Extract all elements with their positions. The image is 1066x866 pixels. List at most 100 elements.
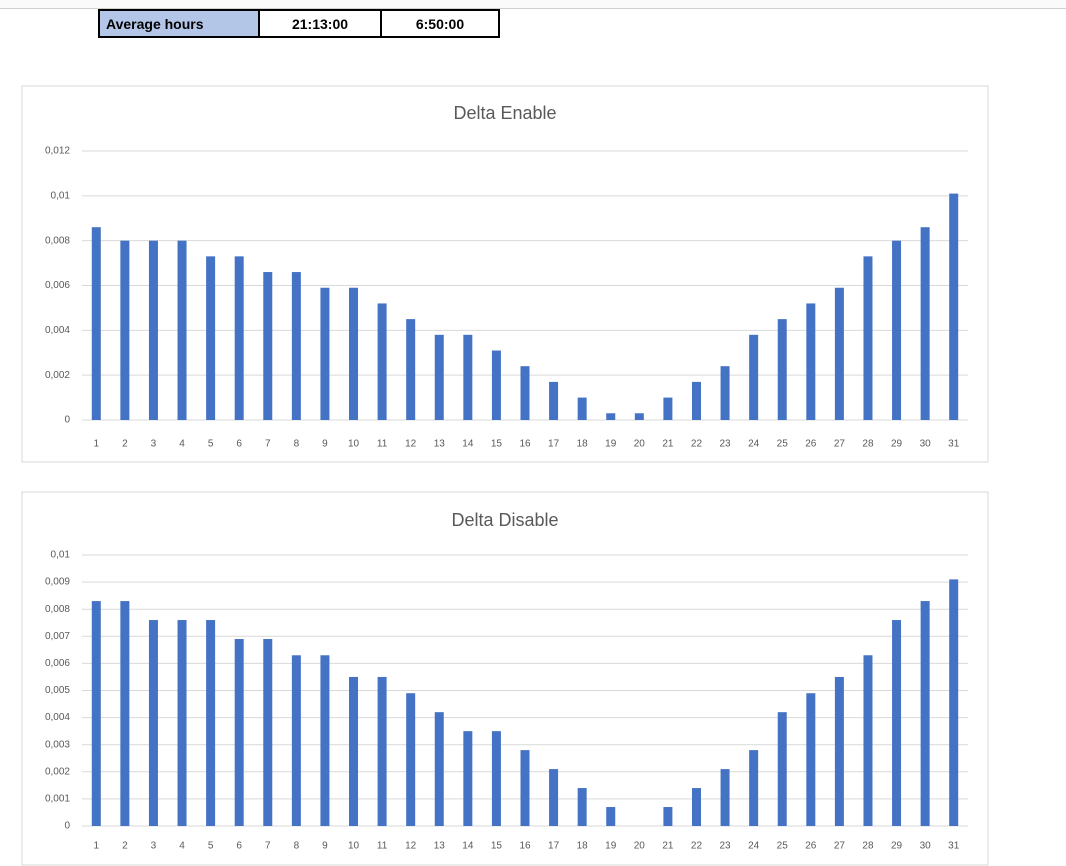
x-tick-label: 28 [862, 841, 874, 852]
bar [291, 272, 301, 420]
x-tick-label: 3 [151, 439, 157, 450]
x-tick-label: 6 [236, 841, 242, 852]
x-tick-label: 5 [208, 439, 214, 450]
x-tick-label: 30 [920, 841, 932, 852]
bar [920, 601, 930, 826]
bar [234, 639, 244, 826]
x-tick-label: 11 [377, 439, 388, 450]
bar [749, 334, 759, 420]
y-tick-label: 0 [64, 821, 70, 832]
bar [892, 620, 902, 826]
y-tick-label: 0,006 [45, 658, 70, 669]
bar [606, 807, 616, 826]
x-tick-label: 15 [491, 439, 503, 450]
x-tick-label: 9 [322, 439, 328, 450]
y-tick-label: 0,008 [45, 604, 70, 615]
bar [663, 807, 673, 826]
x-tick-label: 20 [634, 841, 646, 852]
x-tick-label: 27 [834, 841, 846, 852]
bar [320, 287, 330, 420]
x-tick-label: 31 [948, 841, 960, 852]
x-tick-label: 11 [377, 841, 388, 852]
bar [434, 334, 444, 420]
summary-table: Average hours 21:13:00 6:50:00 [98, 9, 500, 38]
x-tick-label: 16 [519, 841, 531, 852]
x-tick-label: 8 [294, 439, 300, 450]
bar [263, 639, 273, 826]
bar [91, 601, 101, 826]
bar [120, 240, 130, 420]
x-tick-label: 13 [434, 439, 446, 450]
x-tick-label: 13 [434, 841, 446, 852]
x-tick-label: 2 [122, 439, 128, 450]
x-tick-label: 27 [834, 439, 846, 450]
bar [263, 272, 273, 420]
x-tick-label: 19 [605, 439, 617, 450]
bar [577, 397, 587, 420]
y-tick-label: 0,004 [45, 712, 70, 723]
x-tick-label: 22 [691, 439, 703, 450]
bar [520, 750, 530, 826]
bar [206, 256, 216, 420]
table-row: Average hours 21:13:00 6:50:00 [98, 9, 500, 38]
x-tick-label: 21 [662, 841, 674, 852]
bar [834, 676, 844, 826]
x-tick-label: 12 [405, 439, 417, 450]
x-tick-label: 18 [577, 439, 589, 450]
x-tick-label: 23 [720, 439, 732, 450]
x-tick-label: 23 [720, 841, 732, 852]
bar [949, 579, 959, 826]
bar [863, 655, 873, 826]
bar [634, 413, 644, 420]
y-tick-label: 0,009 [45, 577, 70, 588]
x-tick-label: 1 [94, 841, 100, 852]
x-tick-label: 17 [548, 841, 560, 852]
y-tick-label: 0,005 [45, 685, 70, 696]
x-tick-label: 17 [548, 439, 560, 450]
bar [549, 769, 559, 826]
x-tick-label: 25 [777, 439, 789, 450]
x-tick-label: 22 [691, 841, 703, 852]
bar [549, 381, 559, 420]
bar [120, 601, 130, 826]
x-tick-label: 20 [634, 439, 646, 450]
sheet-header [0, 0, 1066, 9]
x-tick-label: 2 [122, 841, 128, 852]
x-tick-label: 15 [491, 841, 503, 852]
bar [291, 655, 301, 826]
table-cell: Average hours [98, 9, 260, 38]
bar [520, 366, 530, 420]
bar [320, 655, 330, 826]
bar [806, 693, 816, 826]
bar [491, 350, 501, 420]
bar [720, 769, 730, 826]
bar [91, 227, 101, 420]
bar [148, 620, 158, 826]
x-tick-label: 18 [577, 841, 589, 852]
chart-title: Delta Enable [453, 103, 556, 123]
y-tick-label: 0,007 [45, 631, 70, 642]
y-tick-label: 0,012 [45, 146, 70, 157]
chart-title: Delta Disable [451, 510, 558, 530]
x-tick-label: 9 [322, 841, 328, 852]
y-tick-label: 0 [64, 415, 70, 426]
bar [463, 731, 473, 826]
bar [406, 319, 416, 420]
bar [663, 397, 673, 420]
bar [234, 256, 244, 420]
x-tick-label: 6 [236, 439, 242, 450]
y-tick-label: 0,002 [45, 370, 70, 381]
bar [349, 676, 359, 826]
x-tick-label: 3 [151, 841, 157, 852]
bar [777, 712, 787, 826]
bar [834, 287, 844, 420]
bar [949, 193, 959, 420]
x-tick-label: 21 [662, 439, 674, 450]
x-tick-label: 8 [294, 841, 300, 852]
x-tick-label: 26 [805, 439, 817, 450]
x-tick-label: 16 [519, 439, 531, 450]
bar [777, 319, 787, 420]
x-tick-label: 19 [605, 841, 617, 852]
x-tick-label: 10 [348, 439, 360, 450]
